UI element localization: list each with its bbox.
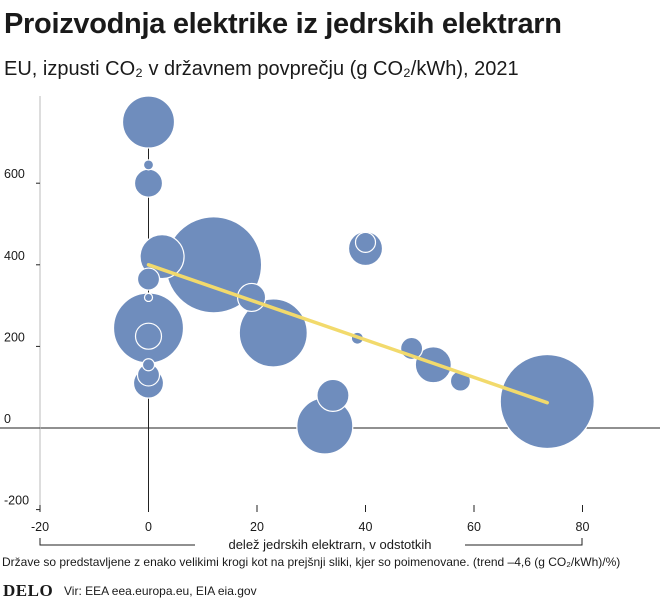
x-tick-label: 60 [467,520,481,534]
chart-title: Proizvodnja elektrike iz jedrskih elektr… [4,8,562,40]
chart-subtitle: EU, izpusti CO₂ v državnem povprečju (g … [4,58,519,80]
data-bubble [133,168,164,198]
delo-logo: DELO [3,581,54,600]
data-bubble [139,234,185,280]
y-tick-label: 400 [4,249,25,263]
y-tick-label: -200 [4,494,29,508]
chart-note: Države so predstavljene z enako velikimi… [2,555,621,569]
y-tick-label: 600 [4,167,25,181]
x-axis-label: delež jedrskih elektrarn, v odstotkih [195,537,465,552]
footer: DELO Vir: EEA eea.europa.eu, EIA eia.gov [0,578,660,602]
data-bubble [141,358,156,372]
data-bubble [316,378,350,412]
data-bubble [238,298,308,368]
y-tick-label: 200 [4,330,25,344]
data-bubble [134,322,163,350]
trend-layer [146,263,549,405]
data-bubble [136,267,161,291]
x-tick-label: 20 [250,520,264,534]
x-tick-label: 80 [576,520,590,534]
x-tick-label: -20 [31,520,49,534]
x-tick-label: 40 [359,520,373,534]
axes-layer [0,96,660,546]
trend-line [146,263,549,405]
source-text: Vir: EEA eea.europa.eu, EIA eia.gov [64,584,257,598]
data-bubble [354,231,377,253]
y-tick-label: 0 [4,412,11,426]
bubble-layer [112,95,595,455]
x-tick-label: 0 [145,520,152,534]
data-bubble [143,292,154,303]
data-bubble [142,159,155,171]
data-bubble [121,95,176,149]
